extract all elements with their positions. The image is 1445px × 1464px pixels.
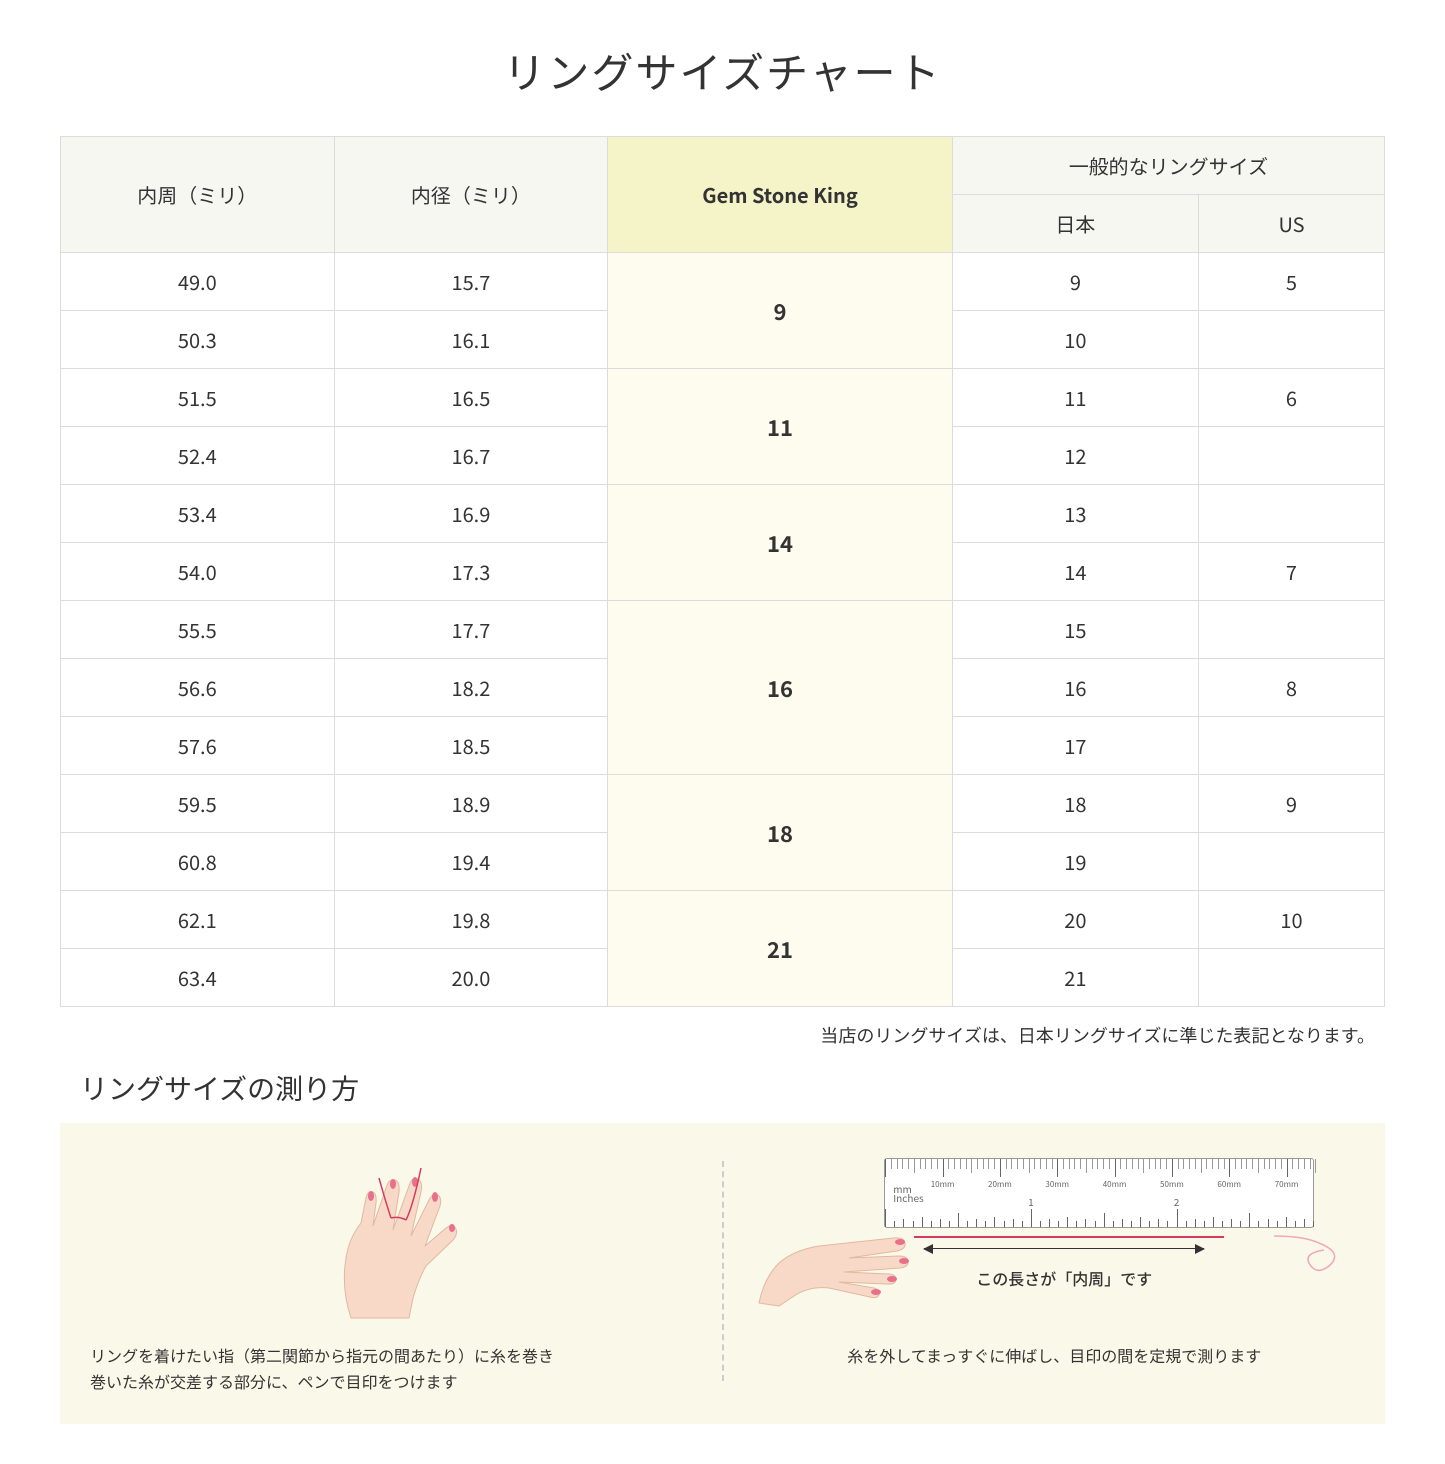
table-note: 当店のリングサイズは、日本リングサイズに準じた表記となります。 [60,1022,1385,1048]
cell-us: 8 [1198,659,1384,717]
cell-gsk: 11 [608,369,953,485]
cell-japan: 18 [952,775,1198,833]
cell-japan: 11 [952,369,1198,427]
cell-japan: 10 [952,311,1198,369]
cell-japan: 13 [952,485,1198,543]
header-diameter: 内径（ミリ） [334,137,608,253]
cell-gsk: 21 [608,891,953,1007]
cell-us [1198,833,1384,891]
cell-diameter: 17.3 [334,543,608,601]
cell-gsk: 14 [608,485,953,601]
cell-circumference: 50.3 [61,311,335,369]
cell-japan: 21 [952,949,1198,1007]
ruler-mm-label: 60mm [1217,1179,1241,1190]
instruction-right-text: 糸を外してまっすぐに伸ばし、目印の間を定規で測ります [754,1343,1356,1369]
cell-circumference: 60.8 [61,833,335,891]
cell-diameter: 16.9 [334,485,608,543]
measure-arrow [924,1248,1204,1268]
cell-us [1198,427,1384,485]
ruler-inches-unit: Inches [893,1190,923,1205]
cell-us [1198,717,1384,775]
instruction-left: リングを着けたい指（第二関節から指元の間あたり）に糸を巻き 巻いた糸が交差する部… [90,1148,692,1394]
cell-us: 6 [1198,369,1384,427]
ruler-mm-label: 40mm [1103,1179,1127,1190]
cell-japan: 19 [952,833,1198,891]
ruler-mm-label: 70mm [1275,1179,1299,1190]
table-row: 51.516.511116 [61,369,1385,427]
measure-label: この長さが「内周」です [924,1266,1204,1290]
header-gsk: Gem Stone King [608,137,953,253]
header-japan: 日本 [952,195,1198,253]
cell-diameter: 16.7 [334,427,608,485]
ruler-mm-label: 30mm [1045,1179,1069,1190]
cell-diameter: 16.1 [334,311,608,369]
hand-wrap-illustration [90,1148,692,1328]
ruler-inch-label: 1 [1028,1194,1034,1209]
cell-circumference: 49.0 [61,253,335,311]
cell-circumference: 51.5 [61,369,335,427]
cell-diameter: 18.9 [334,775,608,833]
cell-circumference: 53.4 [61,485,335,543]
ruler-illustration: mm Inches 10mm20mm30mm40mm50mm60mm70mm12… [754,1148,1356,1328]
cell-japan: 12 [952,427,1198,485]
table-row: 62.119.8212010 [61,891,1385,949]
cell-us [1198,311,1384,369]
ring-size-table: 内周（ミリ） 内径（ミリ） Gem Stone King 一般的なリングサイズ … [60,136,1385,1007]
cell-gsk: 9 [608,253,953,369]
cell-diameter: 18.2 [334,659,608,717]
cell-diameter: 18.5 [334,717,608,775]
cell-us [1198,601,1384,659]
cell-us [1198,949,1384,1007]
cell-circumference: 62.1 [61,891,335,949]
ruler-graphic: mm Inches 10mm20mm30mm40mm50mm60mm70mm12 [884,1158,1314,1228]
cell-circumference: 56.6 [61,659,335,717]
cell-diameter: 15.7 [334,253,608,311]
ruler-mm-label: 20mm [988,1179,1012,1190]
instruction-left-text: リングを着けたい指（第二関節から指元の間あたり）に糸を巻き 巻いた糸が交差する部… [90,1343,692,1394]
measure-subtitle: リングサイズの測り方 [60,1068,1385,1108]
header-general: 一般的なリングサイズ [952,137,1384,195]
cell-us: 5 [1198,253,1384,311]
table-row: 59.518.918189 [61,775,1385,833]
cell-diameter: 19.8 [334,891,608,949]
ruler-mm-label: 10mm [931,1179,955,1190]
cell-circumference: 57.6 [61,717,335,775]
instruction-right: mm Inches 10mm20mm30mm40mm50mm60mm70mm12… [754,1148,1356,1394]
page-title: リングサイズチャート [60,40,1385,101]
table-row: 53.416.91413 [61,485,1385,543]
cell-diameter: 20.0 [334,949,608,1007]
cell-japan: 9 [952,253,1198,311]
cell-japan: 20 [952,891,1198,949]
cell-us [1198,485,1384,543]
cell-us: 7 [1198,543,1384,601]
cell-circumference: 59.5 [61,775,335,833]
cell-diameter: 19.4 [334,833,608,891]
header-us: US [1198,195,1384,253]
cell-japan: 15 [952,601,1198,659]
cell-us: 10 [1198,891,1384,949]
ruler-inch-label: 2 [1174,1194,1180,1209]
table-row: 55.517.71615 [61,601,1385,659]
cell-japan: 17 [952,717,1198,775]
header-circumference: 内周（ミリ） [61,137,335,253]
thread-line [914,1236,1224,1238]
cell-diameter: 16.5 [334,369,608,427]
cell-gsk: 18 [608,775,953,891]
ruler-mm-label: 50mm [1160,1179,1184,1190]
thread-curl [1274,1218,1354,1278]
cell-circumference: 63.4 [61,949,335,1007]
cell-circumference: 54.0 [61,543,335,601]
table-row: 49.015.7995 [61,253,1385,311]
cell-us: 9 [1198,775,1384,833]
cell-circumference: 55.5 [61,601,335,659]
cell-diameter: 17.7 [334,601,608,659]
instructions-panel: リングを着けたい指（第二関節から指元の間あたり）に糸を巻き 巻いた糸が交差する部… [60,1123,1385,1424]
cell-japan: 14 [952,543,1198,601]
panel-divider [722,1161,724,1381]
cell-japan: 16 [952,659,1198,717]
cell-circumference: 52.4 [61,427,335,485]
cell-gsk: 16 [608,601,953,775]
